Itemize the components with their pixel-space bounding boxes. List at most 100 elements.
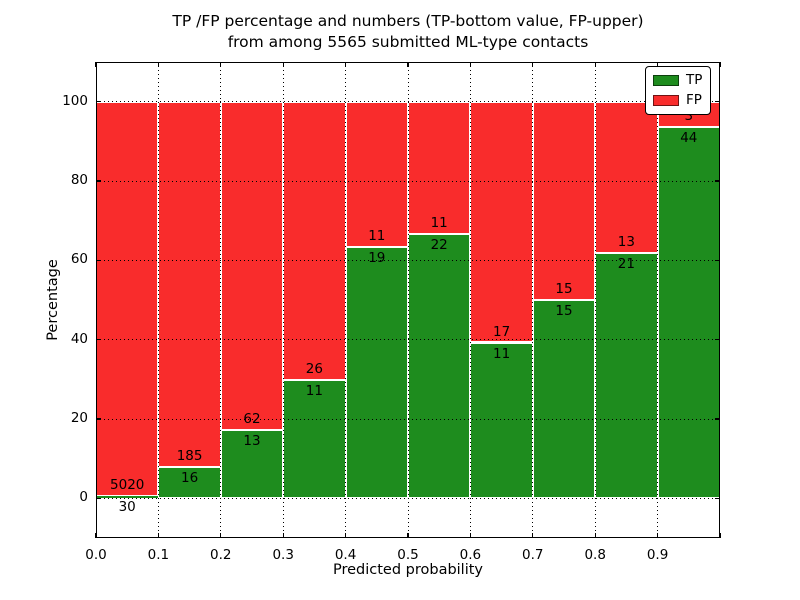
x-tick-mark [657,62,659,67]
bar-count-label-fp: 17 [492,323,511,340]
bar-count-label-tp: 16 [180,469,199,486]
bar-count-label-fp: 11 [368,228,386,245]
bar-segment-tp [532,300,596,499]
x-tick-label: 0.4 [334,547,357,563]
legend-item-tp: TP [653,73,702,88]
legend-swatch-fp-icon [653,95,679,106]
x-tick-mark [345,62,347,67]
y-tick-mark [715,101,720,103]
y-tick-mark [96,259,101,262]
x-tick-mark [157,533,160,538]
x-tick-mark [95,533,97,538]
bar-count-label-tp: 15 [555,303,573,319]
x-tick-mark [469,62,472,67]
bar-segment-tp [408,233,471,499]
bar-segment-fp [532,101,596,300]
v-gridline [157,62,159,538]
bar-count-label-fp: 26 [305,361,323,378]
plot-area: 5020 30 185 16 62 13 26 11 11 19 11 22 17 11 15 15 13 21 3… [62,62,721,563]
bar-segment-fp [595,101,658,254]
y-tick-label: 60 [70,251,88,268]
x-tick-mark [594,533,596,538]
v-gridline [220,62,222,538]
legend-swatch-tp-icon [653,75,679,86]
bar-segment-tp [96,495,159,499]
bar-segment-tp [470,342,533,499]
bar-count-label-tp: 13 [243,432,261,449]
legend-label-fp: FP [686,92,702,108]
bar-count-label-fp: 13 [617,234,635,251]
v-gridline [345,62,347,538]
bar-count-label-tp: 44 [680,129,698,146]
bar-segment-tp [283,380,346,499]
x-tick-mark [220,533,222,538]
bar-segment-fp [345,101,408,248]
v-gridline [469,62,471,538]
x-tick-mark [345,533,347,538]
chart-title-line2: from among 5565 submitted ML-type contac… [227,33,589,51]
x-tick-mark [157,62,160,67]
x-tick-mark [532,533,534,538]
bar-count-label-fp: 5020 [110,476,145,493]
x-tick-mark [719,533,721,538]
x-tick-mark [532,62,534,67]
bar-count-label-tp: 21 [617,256,635,273]
x-tick-mark [594,62,596,67]
x-tick-mark [95,62,97,67]
bar-segment-fp [96,101,159,496]
bar-segment-tp [158,466,221,499]
bar-count-label-fp: 185 [176,447,203,464]
y-tick-label: 80 [70,172,88,188]
bar-count-label-fp: 3 [684,107,694,124]
x-tick-label: 0.3 [272,547,294,563]
bar-count-label-tp: 19 [368,250,386,267]
bar-segment-tp [657,126,720,499]
x-tick-label: 0.9 [646,547,669,563]
x-tick-label: 0.7 [522,547,544,563]
y-tick-label: 20 [70,410,88,426]
y-tick-mark [96,497,101,500]
bar-segment-fp [470,101,533,343]
x-tick-label: 0.0 [85,547,107,563]
bar-count-label-fp: 15 [555,281,573,297]
y-axis-label: Percentage [45,259,61,341]
x-tick-mark [657,533,659,538]
v-gridline [594,62,596,538]
y-tick-mark [715,497,720,500]
bar-segment-tp [220,429,284,499]
bar-count-label-tp: 30 [118,498,136,515]
x-tick-mark [220,62,222,67]
v-gridline [532,62,534,538]
chart-title-line1: TP /FP percentage and numbers (TP-bottom… [172,12,644,30]
x-tick-label: 0.1 [147,547,170,563]
x-tick-mark [719,62,721,67]
bar-segment-fp [408,101,471,234]
bar-segment-tp [595,253,658,499]
v-gridline [407,62,409,538]
bar-count-label-tp: 11 [305,383,323,400]
legend-label-tp: TP [686,72,703,88]
y-tick-mark [96,339,101,341]
x-tick-mark [407,533,409,538]
bar-count-label-tp: 22 [430,236,448,253]
y-tick-mark [96,101,101,103]
x-tick-label: 0.2 [210,547,232,563]
x-tick-label: 0.8 [584,547,606,563]
bar-segment-fp [283,101,346,381]
x-tick-mark [282,62,284,67]
y-tick-mark [715,418,720,420]
y-tick-label: 100 [62,92,88,109]
x-tick-mark [469,533,472,538]
bar-count-label-fp: 62 [243,410,261,427]
y-tick-mark [715,180,720,182]
bar-count-label-fp: 11 [430,214,448,231]
y-tick-mark [96,180,101,182]
x-tick-mark [407,62,409,67]
v-gridline [282,62,284,538]
bar-segment-fp [220,101,284,430]
chart-title: TP /FP percentage and numbers (TP-bottom… [96,11,720,53]
bar-count-label-tp: 11 [492,345,511,362]
x-tick-mark [282,533,284,538]
x-tick-label: 0.5 [397,547,419,563]
y-tick-mark [715,259,720,262]
